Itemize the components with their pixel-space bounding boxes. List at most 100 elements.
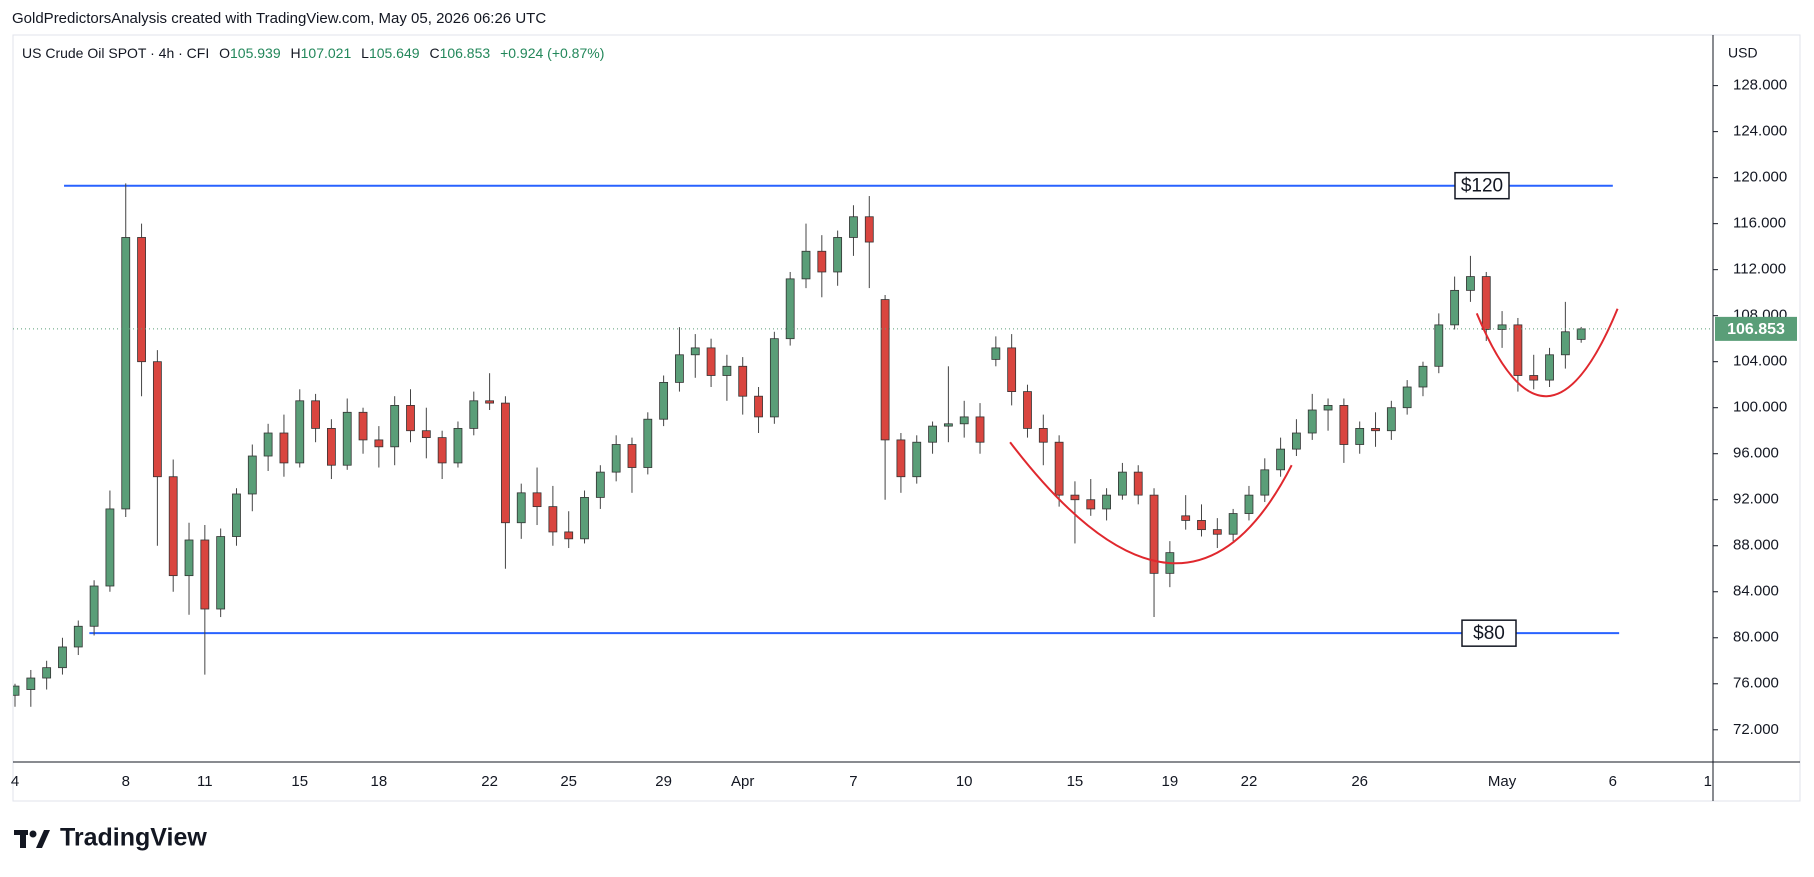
candle-body [453,428,463,464]
candle-body [1529,375,1539,381]
candle-body [1497,324,1507,330]
candle-body [374,439,384,448]
candle-body [342,411,352,466]
candle-body [785,278,795,340]
candle-body [1545,354,1554,381]
legend-label: L [361,45,369,61]
candle-body [1133,471,1143,496]
candle-body [722,365,732,376]
candle-body [738,365,748,397]
candle-body [1355,428,1365,445]
candle-body [817,250,827,273]
x-tick-label: 1 [1704,773,1712,790]
candle-body [1292,432,1301,450]
candle-body [295,400,305,464]
candle-body [216,536,226,610]
legend-value: 105.939 [230,45,281,61]
candle-body [959,416,969,425]
candle-body [168,476,178,577]
candle-body [247,455,257,495]
candle-body [1276,448,1285,471]
legend-value: 106.853 [440,45,491,61]
y-tick-label: 84.000 [1733,583,1779,600]
candle-body [532,492,542,508]
candle-body [548,506,558,533]
legend: US Crude Oil SPOT · 4h · CFI O105.939 H1… [22,45,604,61]
legend-value: 105.649 [369,45,420,61]
x-tick-label: 6 [1609,773,1617,790]
x-tick-label: 7 [849,773,857,790]
candle-body [26,677,36,690]
candle-body [1023,391,1032,429]
candle-body [1371,428,1380,432]
y-tick-label: 76.000 [1733,675,1779,692]
candle-body [849,216,858,238]
x-tick-label: 15 [1067,773,1084,790]
x-tick-label: 29 [655,773,672,790]
price-tag-box [1715,316,1797,341]
candle-body [406,405,415,432]
candle-body [1228,513,1238,535]
candle-body [833,237,843,273]
y-tick-label: 124.000 [1733,123,1787,140]
candle-body [975,416,985,443]
level-label-box [1454,171,1510,200]
attribution: GoldPredictorsAnalysis created with Trad… [12,10,546,27]
y-tick-label: 112.000 [1733,261,1786,278]
pattern-arc [1009,441,1293,565]
price-tag: 106.853 [1727,321,1785,338]
x-tick-label: 26 [1351,773,1368,790]
legend-label: C [429,45,439,61]
candle-body [1244,494,1254,514]
candle-body [105,508,115,587]
candle-body [991,347,1001,360]
level-label: $120 [1461,176,1503,197]
candle-body [1402,386,1412,409]
candle-body [1070,494,1080,501]
candle-body [13,685,20,696]
candle-body [1086,499,1096,510]
candle-body [611,444,621,473]
candle-body [1118,471,1127,496]
candle-body [880,299,890,441]
candle-body [89,585,99,627]
candle-body [485,400,495,404]
candle-body [1038,428,1048,443]
candle-body [1260,469,1270,496]
candle-body [421,430,431,439]
candle-body [1054,441,1064,496]
candle-body [58,646,67,669]
legend-change: +0.924 (+0.87%) [500,45,604,61]
candle-body [152,361,162,478]
candle-body [501,402,510,524]
candle-body [943,423,953,427]
candle-body [643,418,653,468]
x-tick-label: 4 [11,773,19,790]
currency: USD [1728,45,1758,61]
candle-body [263,432,273,457]
y-tick-label: 104.000 [1733,353,1787,370]
x-tick-label: 8 [122,773,130,790]
candle-body [200,539,210,610]
candle-body [1513,324,1523,376]
y-tick-label: 128.000 [1733,77,1787,94]
x-tick-label: 15 [291,773,308,790]
x-tick-label: 22 [481,773,498,790]
candle-body [1560,331,1570,356]
candle-body [42,667,52,679]
candle-body [1450,289,1460,326]
legend-label: O [219,45,230,61]
candle-body [121,237,131,510]
level-label: $80 [1473,623,1505,644]
level-label-box [1461,619,1517,647]
candle-body [864,216,874,243]
candle-body [1197,520,1206,531]
candle-body [595,471,605,498]
candle-body [1007,347,1017,392]
candle-body [1466,276,1475,291]
x-tick-label: 18 [371,773,388,790]
candle-body [516,492,526,524]
logo-icon [14,830,50,848]
candle-body [1576,328,1586,340]
candle-body [896,439,906,478]
